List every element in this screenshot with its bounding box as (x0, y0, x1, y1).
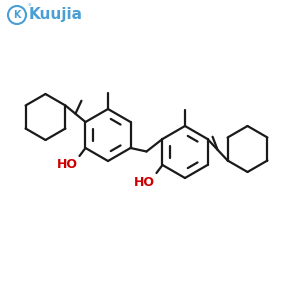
Text: HO: HO (134, 176, 155, 188)
Text: Kuujia: Kuujia (29, 7, 83, 22)
Text: K: K (13, 10, 21, 20)
Text: °: ° (27, 4, 31, 10)
Text: HO: HO (57, 158, 78, 172)
